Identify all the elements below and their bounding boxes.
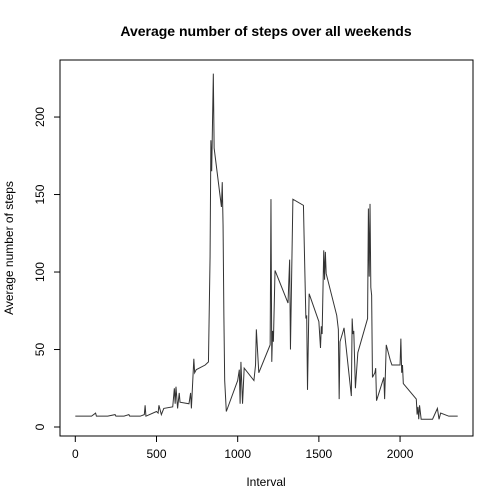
x-tick-label: 500 (146, 447, 166, 461)
y-tick-label: 0 (33, 423, 47, 430)
y-tick-label: 150 (33, 184, 47, 204)
x-tick-label: 2000 (387, 447, 414, 461)
plot-box (59, 59, 474, 437)
y-tick-label: 50 (33, 343, 47, 357)
y-axis-label: Average number of steps (2, 181, 16, 315)
x-tick-label: 0 (72, 447, 79, 461)
chart-title: Average number of steps over all weekend… (120, 23, 411, 39)
y-tick-label: 200 (33, 107, 47, 127)
x-tick-label: 1500 (306, 447, 333, 461)
line (75, 73, 458, 420)
x-tick-label: 1000 (224, 447, 251, 461)
y-tick-label: 100 (33, 262, 47, 282)
x-axis-label: Interval (246, 475, 285, 489)
